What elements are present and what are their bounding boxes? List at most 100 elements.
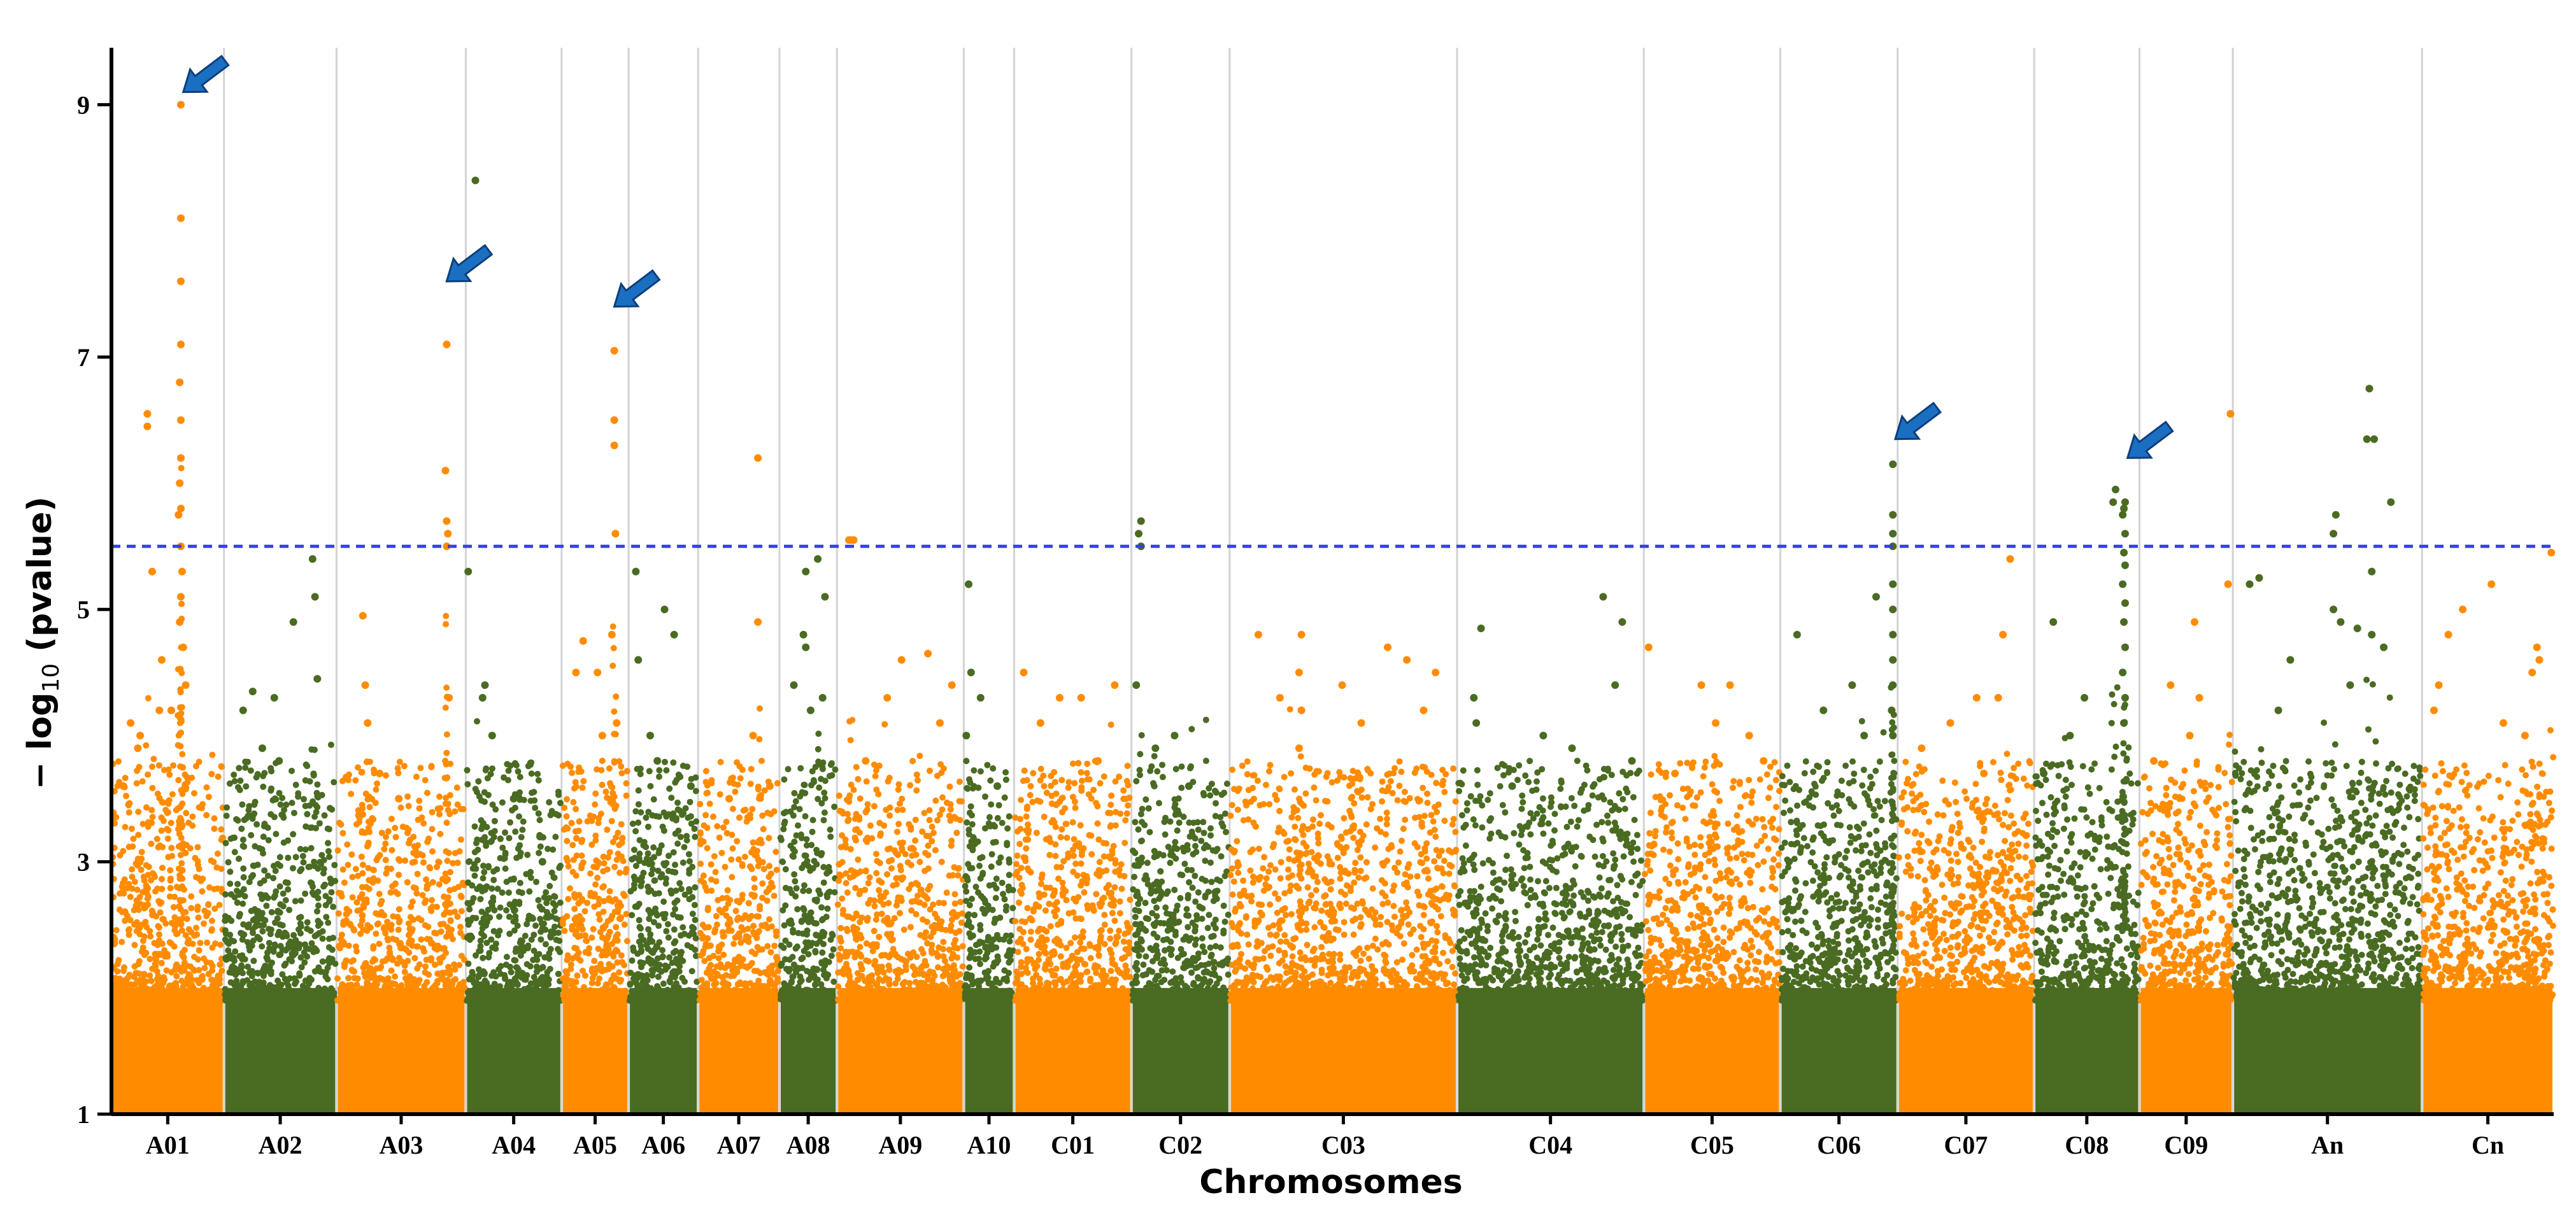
snp-point — [519, 826, 526, 833]
snp-peak-point — [308, 555, 317, 563]
snp-point — [158, 992, 164, 998]
snp-point — [681, 930, 688, 937]
snp-point — [159, 865, 166, 872]
snp-point — [829, 931, 836, 937]
snp-peak-point — [821, 593, 829, 601]
snp-point — [231, 894, 238, 901]
snp-point — [250, 958, 257, 965]
snp-point — [537, 843, 544, 850]
snp-peak-point — [167, 706, 175, 714]
snp-point — [507, 963, 513, 970]
snp-point — [515, 768, 522, 775]
snp-point — [632, 903, 639, 910]
snp-point — [511, 957, 518, 964]
snp-point — [197, 991, 204, 998]
snp-point — [488, 986, 495, 993]
snp-point — [472, 786, 479, 793]
snp-point — [497, 854, 504, 861]
snp-point — [666, 785, 673, 792]
chromosome-boundary-gridlines — [223, 48, 2423, 1114]
snp-point — [148, 877, 155, 884]
snp-point — [364, 796, 371, 803]
snp-point — [636, 917, 643, 924]
snp-point — [227, 931, 234, 938]
snp-point — [268, 909, 275, 916]
snp-dense-band — [562, 987, 628, 1114]
snp-point — [146, 956, 153, 963]
snp-point — [830, 979, 837, 985]
snp-point — [645, 958, 652, 965]
snp-point — [634, 765, 641, 772]
snp-point — [436, 793, 443, 800]
snp-point — [871, 761, 878, 768]
snp-point — [122, 917, 129, 924]
snp-peak-point — [471, 176, 480, 185]
snp-point — [793, 943, 801, 950]
snp-point — [573, 979, 580, 986]
snp-point — [714, 823, 721, 830]
snp-point — [686, 858, 693, 865]
snp-point — [136, 958, 143, 965]
snp-point — [373, 965, 380, 972]
snp-point — [508, 876, 515, 883]
snp-point — [454, 859, 461, 866]
snp-point — [899, 839, 906, 846]
snp-point — [516, 813, 522, 820]
snp-point — [118, 938, 125, 945]
snp-point — [602, 788, 609, 795]
snp-point — [617, 997, 624, 1004]
snp-point — [141, 877, 148, 884]
snp-point — [728, 775, 735, 782]
snp-point — [315, 865, 322, 872]
snp-point — [621, 962, 628, 968]
snp-point — [428, 763, 435, 770]
snp-point — [538, 906, 545, 913]
snp-point — [615, 830, 622, 837]
snp-point — [232, 948, 239, 955]
snp-point — [155, 978, 162, 984]
snp-dense-band — [838, 987, 963, 1114]
snp-point — [807, 942, 814, 949]
snp-point — [483, 997, 489, 1004]
snp-point — [135, 809, 142, 816]
snp-point — [546, 966, 553, 972]
snp-point — [477, 896, 484, 903]
snp-peak-point — [176, 378, 184, 386]
snp-point — [555, 970, 562, 977]
snp-peak-point — [481, 681, 489, 689]
snp-point — [570, 799, 577, 805]
snp-point — [152, 956, 159, 963]
snp-point — [655, 890, 662, 897]
snp-point — [481, 868, 488, 875]
snp-point — [529, 789, 536, 796]
snp-peak-point — [143, 410, 152, 418]
snp-point — [754, 944, 761, 951]
snp-point — [729, 845, 736, 852]
snp-point — [608, 997, 615, 1004]
snp-point — [421, 983, 428, 989]
snp-point — [502, 849, 509, 856]
snp-point — [600, 991, 607, 998]
snp-point — [786, 941, 793, 948]
snp-point — [146, 928, 153, 935]
snp-point — [579, 897, 586, 904]
snp-point — [373, 786, 380, 793]
snp-point — [781, 821, 788, 827]
snp-point — [481, 834, 488, 840]
snp-peak-point — [178, 567, 186, 576]
snp-point — [496, 913, 502, 920]
snp-point — [145, 771, 152, 778]
snp-peak-point — [579, 637, 587, 645]
snp-point — [447, 917, 454, 924]
snp-point — [663, 859, 670, 866]
snp-point — [880, 969, 887, 976]
snp-point — [429, 997, 436, 1004]
snp-point — [385, 937, 392, 944]
snp-peak-point — [258, 744, 266, 753]
snp-point — [688, 968, 695, 975]
snp-point — [464, 934, 471, 941]
snp-point — [165, 854, 172, 861]
snp-point — [801, 861, 808, 868]
snp-point — [637, 932, 644, 939]
snp-point — [734, 932, 741, 939]
